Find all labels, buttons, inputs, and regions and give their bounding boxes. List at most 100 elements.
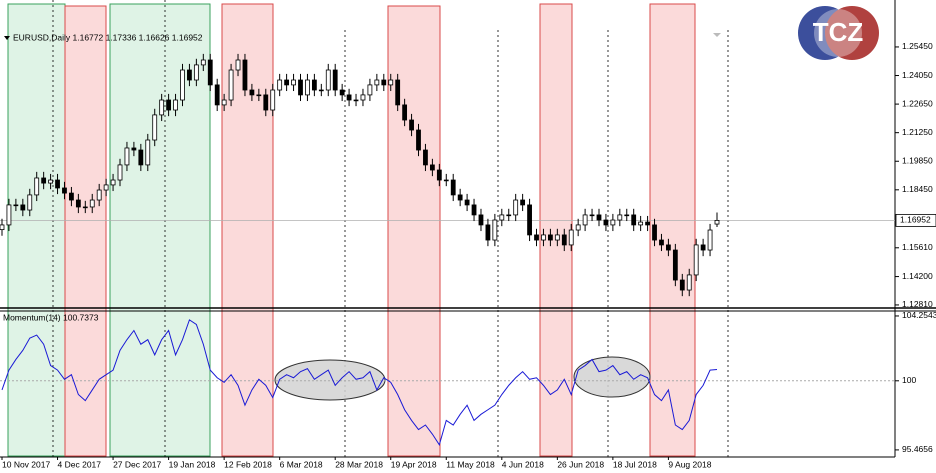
candle-body — [298, 79, 303, 96]
candle-body — [707, 229, 713, 251]
candle-body — [672, 249, 678, 281]
candle-body — [541, 234, 546, 241]
candle-body — [256, 94, 262, 97]
candle-body — [228, 69, 234, 101]
candle-body — [69, 192, 74, 201]
candle-body — [159, 99, 165, 116]
candle-body — [429, 164, 435, 171]
candle-body — [353, 99, 359, 102]
logo-circle — [825, 6, 879, 60]
candle-body — [381, 79, 387, 86]
candle-body — [207, 59, 213, 86]
candle-body — [693, 244, 699, 276]
candle-body — [624, 214, 630, 217]
candle-body — [221, 99, 227, 106]
candle-body — [41, 177, 47, 184]
candle-body — [374, 79, 380, 86]
y-tick-label: 100 — [902, 375, 916, 385]
candle-body — [75, 199, 81, 208]
ellipse — [274, 359, 386, 401]
dropdown-icon — [4, 36, 10, 40]
x-tick-label: 18 Jul 2018 — [613, 459, 657, 469]
candle-body — [596, 214, 602, 221]
candle-body — [395, 79, 401, 106]
candle-body — [117, 164, 123, 181]
candle-body — [666, 244, 671, 251]
candle-body — [659, 239, 664, 246]
candle-body — [284, 79, 290, 86]
y-tick-label: 1.21250 — [902, 127, 933, 137]
y-tick-label: 1.19850 — [902, 155, 933, 165]
candle-body — [700, 244, 706, 251]
x-tick-label: 12 Feb 2018 — [224, 459, 272, 469]
candle-body — [436, 169, 442, 181]
candle-body — [277, 79, 283, 91]
candle-body — [575, 224, 581, 231]
candle-body — [360, 94, 366, 101]
candle-body — [110, 179, 116, 186]
x-tick-label: 27 Dec 2017 — [113, 459, 161, 469]
panel-frame — [0, 0, 936, 458]
logo: TCZ — [798, 6, 879, 60]
x-tick-label: 26 Jun 2018 — [557, 459, 604, 469]
candle-body — [367, 84, 373, 96]
y-tick-label: 1.15610 — [902, 242, 933, 252]
candle-body — [180, 69, 185, 101]
y-tick-label: 1.12810 — [902, 299, 933, 309]
ellipses — [274, 356, 651, 401]
price-header: EURUSD,Daily 1.16772 1.17336 1.16626 1.1… — [13, 32, 203, 42]
candle-body — [13, 204, 19, 207]
candle-body — [589, 214, 595, 217]
candle-body — [423, 149, 428, 166]
x-tick-label: 19 Jan 2018 — [169, 459, 216, 469]
candle-body — [631, 214, 637, 226]
candle-body — [200, 59, 206, 66]
candle-body — [332, 69, 338, 91]
current-price-label: 1.16952 — [900, 215, 931, 225]
candle-body — [603, 219, 609, 226]
candle-body — [305, 79, 310, 96]
candle-body — [82, 206, 88, 209]
candle-body — [339, 89, 345, 96]
y-tick-label: 1.25450 — [902, 41, 933, 51]
candle-body — [520, 199, 526, 206]
candle-body — [124, 147, 130, 166]
logo-text: TCZ — [813, 17, 864, 47]
candle-body — [409, 119, 414, 131]
candle-body — [714, 219, 720, 225]
candle-body — [214, 84, 220, 106]
candle-body — [464, 199, 470, 206]
candle-body — [48, 179, 53, 184]
candles — [0, 53, 720, 297]
candle-body — [166, 99, 172, 111]
candle-body — [457, 194, 463, 201]
candle-body — [617, 214, 623, 221]
candle-body — [152, 114, 158, 141]
candle-body — [0, 224, 5, 231]
x-tick-label: 11 May 2018 — [446, 459, 495, 469]
x-tick-label: 6 Mar 2018 — [280, 459, 323, 469]
candle-body — [89, 199, 95, 208]
candle-body — [416, 129, 421, 151]
candle-body — [610, 219, 616, 226]
candle-body — [325, 69, 331, 91]
candle-body — [547, 234, 553, 241]
candle-body — [534, 234, 539, 241]
candle-body — [561, 234, 567, 246]
red-zone — [387, 5, 441, 457]
candle-body — [291, 79, 296, 86]
candle-body — [318, 89, 324, 92]
candle-body — [145, 139, 151, 166]
candle-body — [679, 279, 685, 291]
candle-body — [645, 221, 650, 226]
ellipse — [573, 356, 651, 398]
candle-body — [478, 214, 484, 226]
candle-body — [270, 89, 276, 111]
candle-body — [450, 179, 456, 196]
candle-body — [249, 89, 255, 96]
candle-body — [131, 147, 137, 151]
logo-circle — [814, 9, 862, 57]
candle-body — [506, 214, 512, 217]
candle-body — [138, 149, 144, 166]
